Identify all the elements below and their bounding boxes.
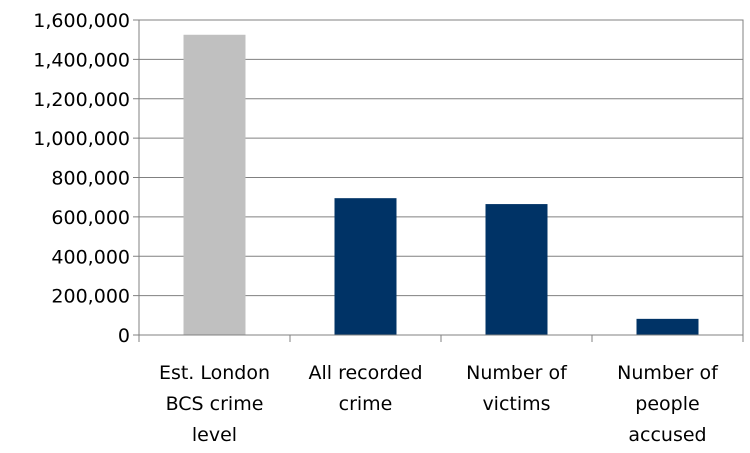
axes [133, 19, 744, 342]
x-tick-labels: Est. London BCS crime level All recorded cri… [159, 362, 719, 446]
x-tick-label: Est. London BCS crime level [159, 362, 270, 446]
y-tick-labels: 0 200,000 400,000 600,000 800,000 1,000,000 1,… [33, 10, 130, 347]
x-tick-label: All recorded crime [308, 362, 422, 415]
y-tick-label: 0 [118, 325, 130, 347]
y-tick-label: 1,200,000 [33, 89, 130, 111]
bars [183, 34, 699, 335]
y-tick-label: 200,000 [51, 286, 130, 308]
y-tick-label: 400,000 [51, 246, 130, 268]
y-tick-label: 600,000 [51, 207, 130, 229]
bar [334, 198, 397, 335]
x-tick-label: Number of victims [466, 362, 568, 415]
y-tick-label: 800,000 [51, 168, 130, 190]
bar [485, 204, 548, 335]
y-tick-label: 1,000,000 [33, 128, 130, 150]
x-tick-label: Number of people accused [617, 362, 719, 446]
y-tick-label: 1,400,000 [33, 49, 130, 71]
y-tick-label: 1,600,000 [33, 10, 130, 32]
bar [183, 34, 246, 335]
bar [636, 318, 699, 335]
